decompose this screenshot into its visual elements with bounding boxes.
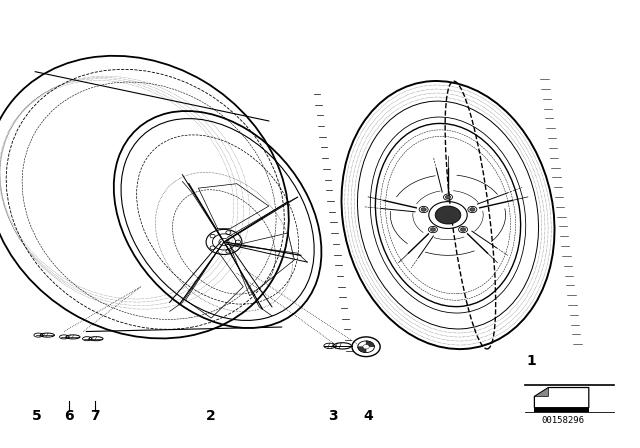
Circle shape	[435, 206, 461, 224]
Text: 2: 2	[206, 409, 216, 423]
FancyBboxPatch shape	[534, 408, 589, 412]
Circle shape	[461, 228, 466, 231]
Text: 7: 7	[90, 409, 100, 423]
Circle shape	[363, 345, 369, 349]
Wedge shape	[366, 341, 374, 347]
Polygon shape	[534, 388, 548, 396]
Circle shape	[430, 228, 435, 231]
Text: 1: 1	[526, 353, 536, 368]
Text: 4: 4	[363, 409, 373, 423]
Circle shape	[470, 208, 475, 211]
Text: 6: 6	[64, 409, 74, 423]
Text: 5: 5	[32, 409, 42, 423]
Circle shape	[445, 195, 451, 199]
Text: 3: 3	[328, 409, 338, 423]
Wedge shape	[358, 347, 366, 353]
Circle shape	[421, 208, 426, 211]
Text: 00158296: 00158296	[541, 416, 585, 425]
